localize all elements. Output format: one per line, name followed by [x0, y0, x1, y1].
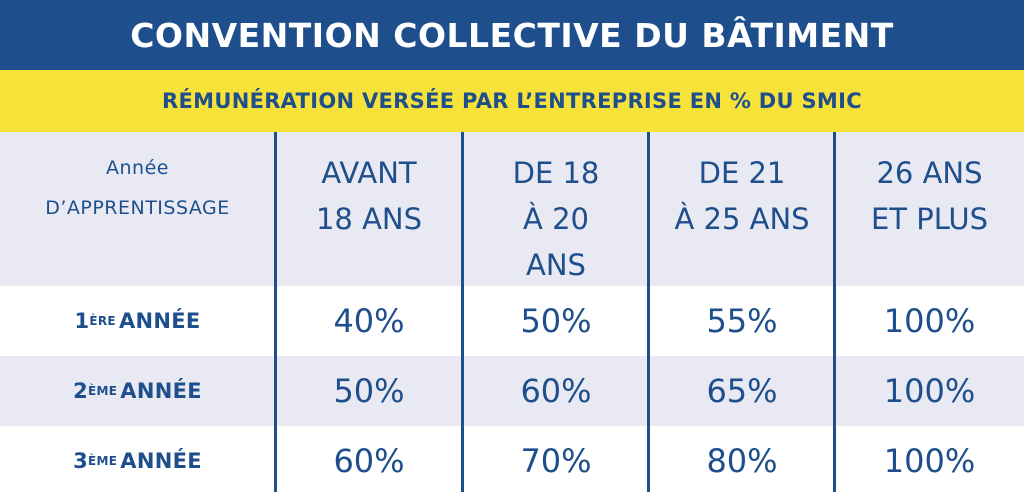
header-line: ET PLUS — [870, 202, 989, 236]
table-row: 2 ÈME ANNÉE 50% 60% 65% 100% — [0, 356, 1024, 426]
value-cell: 100% — [883, 372, 976, 410]
table-row: 1 ÈRE ANNÉE 40% 50% 55% 100% — [0, 286, 1024, 356]
row-year-label: 2 ÈME ANNÉE — [0, 356, 275, 426]
value-cell: 60% — [520, 372, 592, 410]
year-number: 3 — [73, 449, 89, 473]
year-word: ANNÉE — [120, 449, 202, 473]
column-divider — [833, 132, 836, 492]
header-age-18-20: DE 18 À 20 ANS — [463, 132, 649, 286]
header-year-line2: D’APPRENTISSAGE — [45, 197, 230, 219]
year-word: ANNÉE — [120, 379, 202, 403]
value-cell: 80% — [706, 442, 778, 480]
value-cell: 65% — [706, 372, 778, 410]
header-line: AVANT — [321, 156, 417, 190]
header-line: À 20 — [523, 202, 589, 236]
header-line: À 25 ANS — [674, 202, 810, 236]
header-line: ANS — [526, 248, 586, 282]
header-age-26-plus: 26 ANS ET PLUS — [835, 132, 1024, 286]
value-cell: 50% — [520, 302, 592, 340]
value-cell: 40% — [333, 302, 405, 340]
value-cell: 60% — [333, 442, 405, 480]
header-line: 18 ANS — [315, 202, 423, 236]
column-divider — [274, 132, 277, 492]
year-suffix: ÈME — [88, 384, 118, 398]
row-year-label: 1 ÈRE ANNÉE — [0, 286, 275, 356]
table-row: 3 ÈME ANNÉE 60% 70% 80% 100% — [0, 426, 1024, 496]
value-cell: 70% — [520, 442, 592, 480]
header-line: DE 18 — [512, 156, 600, 190]
header-age-21-25: DE 21 À 25 ANS — [649, 132, 835, 286]
header-line: DE 21 — [698, 156, 786, 190]
year-number: 1 — [74, 309, 90, 333]
table-title: CONVENTION COLLECTIVE DU BÂTIMENT — [0, 0, 1024, 70]
header-line: 26 ANS — [876, 156, 983, 190]
header-year-label: Année D’APPRENTISSAGE — [0, 132, 275, 286]
value-cell: 100% — [883, 302, 976, 340]
row-year-label: 3 ÈME ANNÉE — [0, 426, 275, 496]
year-suffix: ÈRE — [89, 314, 116, 328]
value-cell: 50% — [333, 372, 405, 410]
value-cell: 55% — [706, 302, 778, 340]
year-suffix: ÈME — [88, 454, 118, 468]
header-row: Année D’APPRENTISSAGE AVANT 18 ANS DE 18… — [0, 132, 1024, 286]
year-number: 2 — [73, 379, 89, 403]
year-word: ANNÉE — [118, 309, 201, 333]
value-cell: 100% — [883, 442, 976, 480]
table-subtitle: RÉMUNÉRATION VERSÉE PAR L’ENTREPRISE EN … — [0, 70, 1024, 132]
column-divider — [647, 132, 650, 492]
header-year-line1: Année — [106, 157, 169, 179]
header-age-under-18: AVANT 18 ANS — [275, 132, 463, 286]
column-divider — [461, 132, 464, 492]
